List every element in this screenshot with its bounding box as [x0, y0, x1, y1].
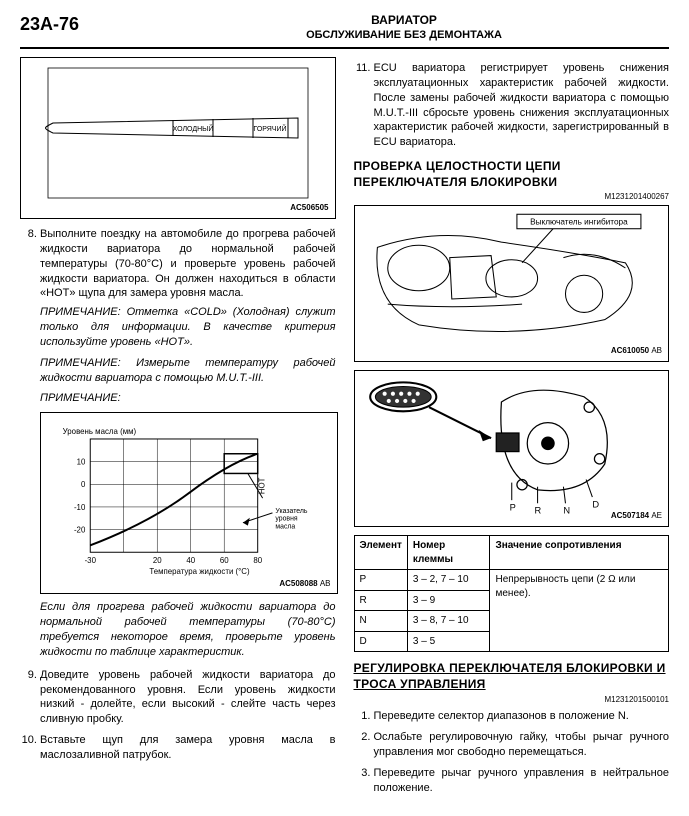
note-8a-label: ПРИМЕЧАНИЕ: [40, 306, 121, 318]
switch-label-r: R [534, 506, 541, 516]
step-11: ECU вариатора регистрирует уровень сниже… [374, 61, 670, 150]
cell-d-el: D [354, 631, 407, 652]
section-3-ref: M1231201500101 [354, 695, 670, 706]
step-8-text: Выполните поездку на автомобиле до прогр… [40, 228, 336, 299]
cell-p-el: P [354, 570, 407, 591]
engine-svg: Выключатель ингибитора [355, 206, 669, 361]
chart-svg: Уровень масла (мм) [41, 413, 337, 593]
svg-text:-10: -10 [74, 503, 86, 512]
page-header: 23A-76 ВАРИАТОР ОБСЛУЖИВАНИЕ БЕЗ ДЕМОНТА… [20, 12, 669, 43]
note-8a: ПРИМЕЧАНИЕ: Отметка «COLD» (Холодная) сл… [40, 305, 336, 350]
chart-ylabel: Уровень масла (мм) [63, 427, 137, 436]
right-column: ECU вариатора регистрирует уровень сниже… [354, 57, 670, 804]
engine-figure: Выключатель ингибитора AC610050 AB [354, 205, 670, 362]
header-title-2: ОБСЛУЖИВАНИЕ БЕЗ ДЕМОНТАЖА [139, 28, 669, 43]
svg-text:10: 10 [77, 458, 86, 467]
th-resistance: Значение сопротивления [490, 536, 669, 570]
step-9: Доведите уровень рабочей жидкости вариат… [40, 668, 336, 727]
table-row: P 3 – 2, 7 – 10 Непрерывность цепи (2 Ω … [354, 570, 669, 591]
note-8c: ПРИМЕЧАНИЕ: [40, 391, 336, 406]
note-8b: ПРИМЕЧАНИЕ: Измерьте температуру рабочей… [40, 356, 336, 386]
table-header-row: Элемент Номер клеммы Значение сопротивле… [354, 536, 669, 570]
dipstick-cold-label: ХОЛОДНЫЙ [172, 124, 213, 133]
step-10: Вставьте щуп для замера уровня масла в м… [40, 733, 336, 763]
chart-caption: Если для прогрева рабочей жидкости вариа… [40, 600, 336, 659]
section-2-ref: M1231201400267 [354, 192, 670, 203]
chart-xlabel: Температура жидкости (°C) [149, 567, 250, 576]
engine-callout: Выключатель ингибитора [530, 218, 628, 227]
step-8: Выполните поездку на автомобиле до прогр… [40, 227, 336, 660]
th-element: Элемент [354, 536, 407, 570]
switch-label-n: N [563, 506, 570, 516]
chart-pointer-label-1: Указатель [275, 508, 307, 515]
svg-text:20: 20 [153, 556, 162, 565]
dipstick-fig-id: AC506505 [290, 203, 328, 214]
switch-fig-id: AC507184 AE [611, 511, 662, 522]
switch-label-p: P [509, 503, 515, 513]
section-3-title: РЕГУЛИРОВКА ПЕРЕКЛЮЧАТЕЛЯ БЛОКИРОВКИ И Т… [354, 660, 670, 692]
cell-n-el: N [354, 611, 407, 632]
cell-n-term: 3 – 8, 7 – 10 [407, 611, 490, 632]
th-terminal: Номер клеммы [407, 536, 490, 570]
switch-svg: P R N D [355, 371, 669, 526]
header-title-1: ВАРИАТОР [139, 12, 669, 28]
cell-p-term: 3 – 2, 7 – 10 [407, 570, 490, 591]
chart-fig-id: AC508088 AB [279, 579, 330, 590]
svg-text:0: 0 [81, 481, 86, 490]
chart-hot-label: HOT [258, 478, 267, 495]
switch-figure: P R N D AC507184 AE [354, 370, 670, 527]
right-top-steps: ECU вариатора регистрирует уровень сниже… [354, 61, 670, 150]
cell-resistance: Непрерывность цепи (2 Ω или менее). [490, 570, 669, 652]
chart-pointer-label-3: масла [275, 524, 295, 531]
svg-text:80: 80 [253, 556, 262, 565]
left-steps: Выполните поездку на автомобиле до прогр… [20, 227, 336, 763]
dipstick-figure: ХОЛОДНЫЙ ГОРЯЧИЙ AC506505 [20, 57, 336, 219]
section-3-steps: Переведите селектор диапазонов в положен… [354, 709, 670, 795]
note-8b-label: ПРИМЕЧАНИЕ: [40, 357, 121, 369]
cell-r-term: 3 – 9 [407, 590, 490, 611]
header-rule [20, 47, 669, 49]
section-2-title: ПРОВЕРКА ЦЕЛОСТНОСТИ ЦЕПИ ПЕРЕКЛЮЧАТЕЛЯ … [354, 158, 670, 190]
engine-fig-id: AC610050 AB [611, 346, 662, 357]
svg-text:-30: -30 [85, 556, 97, 565]
switch-label-d: D [592, 500, 599, 510]
header-titles: ВАРИАТОР ОБСЛУЖИВАНИЕ БЕЗ ДЕМОНТАЖА [139, 12, 669, 43]
s3-step-1: Переведите селектор диапазонов в положен… [374, 709, 670, 724]
svg-text:40: 40 [186, 556, 195, 565]
oil-level-chart: Уровень масла (мм) [40, 412, 338, 594]
note-8c-label: ПРИМЕЧАНИЕ: [40, 392, 121, 404]
chart-pointer-label-2: уровня [275, 516, 297, 523]
svg-text:60: 60 [220, 556, 229, 565]
s3-step-3: Переведите рычаг ручного управления в не… [374, 766, 670, 796]
page-number: 23A-76 [20, 12, 79, 36]
svg-text:-20: -20 [74, 526, 86, 535]
cell-r-el: R [354, 590, 407, 611]
left-column: ХОЛОДНЫЙ ГОРЯЧИЙ AC506505 Выполните поез… [20, 57, 336, 804]
dipstick-hot-label: ГОРЯЧИЙ [253, 124, 286, 133]
terminals-table: Элемент Номер клеммы Значение сопротивле… [354, 535, 670, 652]
s3-step-2: Ослабьте регулировочную гайку, чтобы рыч… [374, 730, 670, 760]
cell-d-term: 3 – 5 [407, 631, 490, 652]
dipstick-svg: ХОЛОДНЫЙ ГОРЯЧИЙ [38, 58, 318, 208]
